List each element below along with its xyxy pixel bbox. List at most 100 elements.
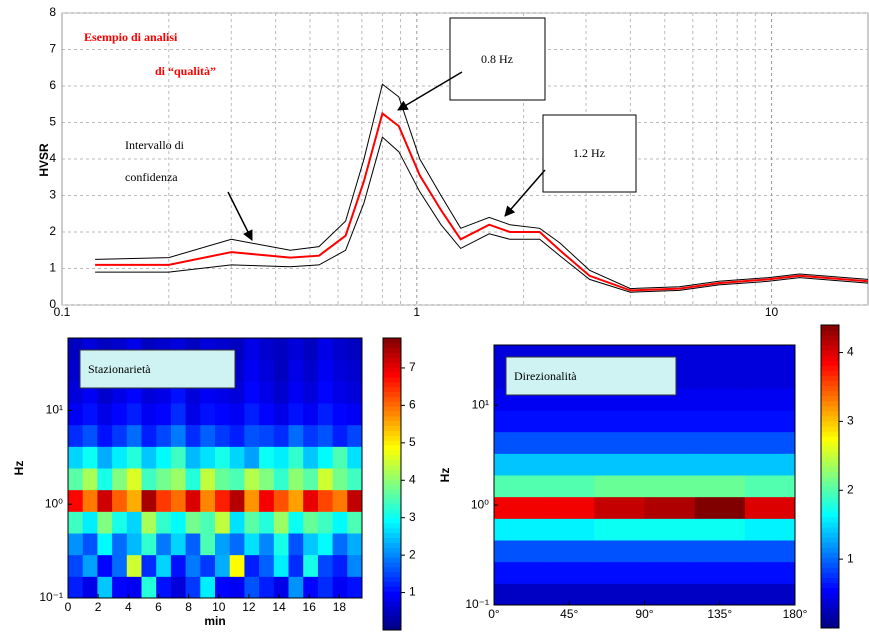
heatmap-cell xyxy=(317,489,334,512)
colorbar-segment xyxy=(821,325,839,331)
colorbar-frame xyxy=(820,324,840,629)
heatmap-cell xyxy=(259,489,275,512)
colorbar-segment xyxy=(383,527,401,534)
heatmap-cell xyxy=(288,554,304,577)
heatmap-cell xyxy=(347,424,363,447)
x-tick-label: 0° xyxy=(488,607,500,621)
heatmap-cell xyxy=(694,518,746,541)
heatmap-cell xyxy=(229,489,245,512)
colorbar-segment xyxy=(383,620,401,626)
colorbar-tick-label: 6 xyxy=(409,398,416,412)
heatmap-cell xyxy=(303,403,319,426)
heatmap-cell xyxy=(185,554,201,577)
heatmap-cell xyxy=(544,583,595,606)
heatmap-cell xyxy=(273,381,289,404)
heatmap-cell xyxy=(303,533,319,556)
heatmap-cell xyxy=(229,511,245,534)
heatmap-cell xyxy=(288,403,304,426)
colorbar-segment xyxy=(821,360,839,366)
x-tick-label: 12 xyxy=(242,600,256,614)
heatmap-cell xyxy=(229,403,245,426)
heatmap-cell xyxy=(97,424,113,447)
heatmap-cell xyxy=(644,496,696,519)
heatmap-cell xyxy=(332,446,348,469)
heatmap-cell xyxy=(200,468,216,491)
heatmap-cell xyxy=(317,468,334,491)
heatmap-cell xyxy=(68,424,84,447)
colorbar-segment xyxy=(821,436,839,442)
heatmap-cell xyxy=(200,403,216,426)
colorbar-segment xyxy=(383,605,401,612)
colorbar-segment xyxy=(383,352,401,358)
y-tick-label: 2 xyxy=(49,224,56,238)
colorbar-frame xyxy=(382,337,402,631)
colorbar-segment xyxy=(383,445,401,451)
heatmap-cell xyxy=(317,554,334,577)
heatmap-cell xyxy=(126,511,142,534)
colorbar-segment xyxy=(821,562,839,568)
colorbar-segment xyxy=(821,527,839,533)
y-tick-label: 1 xyxy=(49,261,56,275)
y-tick-label: 10¹ xyxy=(472,397,489,411)
heatmap-cell xyxy=(244,403,260,426)
heatmap-cell xyxy=(288,381,304,404)
colorbar-segment xyxy=(821,431,839,437)
heatmap-cell xyxy=(200,446,216,469)
heatmap-cell xyxy=(170,446,187,469)
heatmap-cell xyxy=(694,540,746,563)
colorbar-segment xyxy=(821,410,839,417)
heatmap-cell xyxy=(229,424,245,447)
y-axis-label: HVSR xyxy=(37,143,51,177)
heatmap-cell xyxy=(694,388,746,411)
callout-box xyxy=(449,17,546,101)
heatmap-cell xyxy=(68,468,84,491)
heatmap-cell xyxy=(273,511,289,534)
heatmap-cell xyxy=(594,540,645,563)
heatmap-cell xyxy=(200,576,216,599)
colorbar-segment xyxy=(383,595,401,602)
title-box xyxy=(505,356,677,396)
heatmap-cell xyxy=(317,403,334,426)
x-tick-label: 18 xyxy=(333,600,347,614)
heatmap-cell xyxy=(170,403,187,426)
colorbar-tick-label: 2 xyxy=(409,547,416,561)
x-tick-label: 8 xyxy=(185,600,192,614)
heatmap-cell xyxy=(694,583,746,606)
colorbar-tick-label: 3 xyxy=(847,414,854,428)
heatmap-cell xyxy=(200,554,216,577)
heatmap-cell xyxy=(288,424,304,447)
heatmap-cell xyxy=(170,533,187,556)
heatmap-cell xyxy=(303,338,319,361)
colorbar-segment xyxy=(383,542,401,548)
heatmap-cell xyxy=(156,554,172,577)
heatmap-cell xyxy=(694,366,746,389)
heatmap-cell xyxy=(112,403,128,426)
colorbar-segment xyxy=(821,491,839,498)
heatmap-cell xyxy=(185,489,201,512)
heatmap-cell xyxy=(744,431,796,454)
heatmap-cell xyxy=(215,424,231,447)
heatmap-cell xyxy=(68,576,84,599)
colorbar-segment xyxy=(383,600,401,607)
heatmap-cell xyxy=(141,576,157,599)
heatmap-cell xyxy=(347,554,363,577)
heatmap-cell xyxy=(141,446,157,469)
heatmap-cell xyxy=(170,489,187,512)
colorbar-segment xyxy=(383,367,401,373)
heatmap-cell xyxy=(273,533,289,556)
heatmap-cell xyxy=(244,338,260,361)
heatmap-cell xyxy=(347,511,363,534)
colorbar-segment xyxy=(383,518,401,524)
heatmap-cell xyxy=(97,403,113,426)
heatmap-cell xyxy=(141,489,157,512)
heatmap-cell xyxy=(332,511,348,534)
heatmap-cell xyxy=(244,446,260,469)
heatmap-cell xyxy=(303,468,319,491)
heatmap-cell xyxy=(112,576,128,599)
data-line xyxy=(95,136,869,293)
colorbar-segment xyxy=(821,365,839,371)
y-tick-label: 7 xyxy=(49,42,56,56)
heatmap-cell xyxy=(244,576,260,599)
heatmap-cell xyxy=(112,511,128,534)
heatmap-cell xyxy=(347,533,363,556)
